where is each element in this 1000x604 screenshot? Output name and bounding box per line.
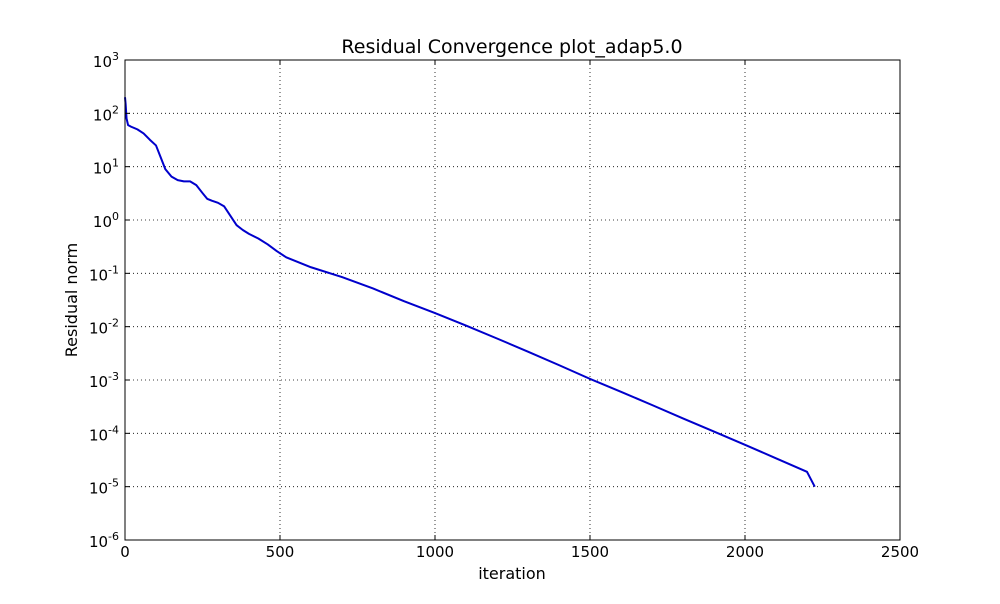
y-tick-label: 10-2 <box>89 317 119 338</box>
chart-title: Residual Convergence plot_adap5.0 <box>341 36 682 58</box>
x-tick-label: 2000 <box>726 543 764 561</box>
y-tick-label: 102 <box>93 103 119 124</box>
grid-lines <box>125 60 900 540</box>
y-tick-label: 10-5 <box>89 477 119 498</box>
series-line <box>124 97 816 488</box>
y-axis-label: Residual norm <box>62 243 81 357</box>
series-lines <box>124 97 816 488</box>
x-tick-label: 0 <box>120 543 130 561</box>
y-tick-label: 103 <box>93 50 119 71</box>
axis-ticks <box>124 59 901 541</box>
x-tick-label: 1000 <box>416 543 454 561</box>
plot-area <box>125 60 900 540</box>
x-tick-label: 1500 <box>571 543 609 561</box>
plot-frame <box>124 59 901 541</box>
y-tick-label: 10-4 <box>89 423 119 444</box>
x-axis-label: iteration <box>478 564 546 583</box>
x-tick-label: 2500 <box>881 543 919 561</box>
y-tick-label: 10-1 <box>89 263 119 284</box>
y-tick-label: 100 <box>93 210 119 231</box>
y-tick-label: 101 <box>93 157 119 178</box>
y-tick-labels: 10-6 10-5 10-4 10-3 10-2 10-1 100 101 102 103 <box>89 50 119 551</box>
y-tick-label: 10-3 <box>89 370 119 391</box>
y-tick-label: 10-6 <box>89 530 119 551</box>
x-tick-label: 500 <box>266 543 295 561</box>
x-tick-labels: 0 500 1000 1500 2000 2500 <box>120 543 919 561</box>
